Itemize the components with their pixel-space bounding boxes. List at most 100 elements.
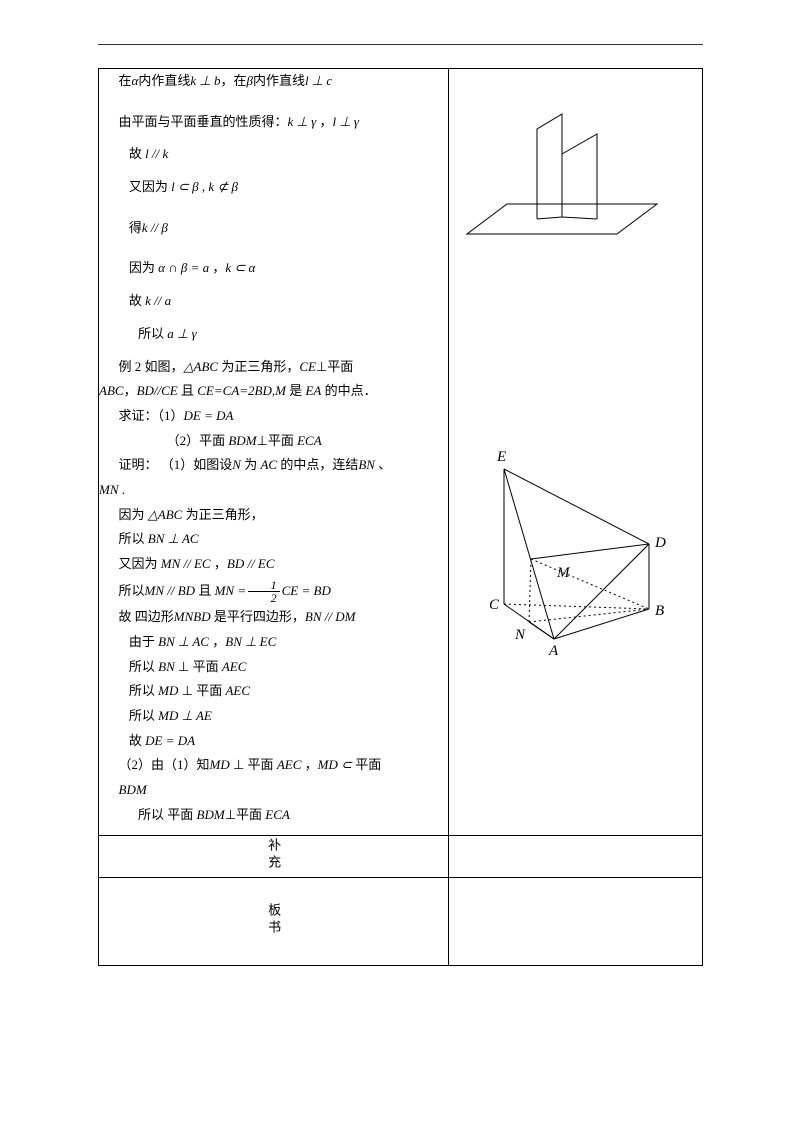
line: 所以 平面 BDM⊥平面 ECA	[99, 803, 448, 828]
t: 故	[129, 146, 145, 161]
t: ，	[124, 383, 137, 398]
t: BN ⊥ AC	[148, 531, 199, 546]
t: 为	[241, 457, 261, 472]
t: 所以	[129, 708, 158, 723]
t: 例 2 如图，	[119, 359, 184, 374]
t: k ⊥ b	[190, 73, 220, 88]
vtext: 板书	[264, 903, 283, 937]
figures-cell: E D M C B N A	[449, 69, 703, 836]
t: ，	[316, 114, 332, 129]
t: k // β	[142, 220, 168, 235]
blackboard-cell	[449, 878, 703, 966]
t: ⊥ 平面	[230, 757, 277, 772]
line: 得k // β	[99, 216, 448, 241]
line: 求证：（1）DE = DA	[99, 404, 448, 429]
line: 所以 MD ⊥ AE	[99, 704, 448, 729]
line: （2）由（1）知MD ⊥ 平面 AEC ，MD ⊂ 平面	[99, 753, 448, 778]
t: 得	[129, 220, 142, 235]
t: 故	[129, 293, 145, 308]
line: 故 k // a	[99, 289, 448, 314]
line: BDM	[99, 778, 448, 803]
denominator: 2	[248, 592, 280, 605]
t: △ABC	[184, 359, 219, 374]
t: AEC	[277, 757, 302, 772]
t: BN ⊥ EC	[225, 634, 276, 649]
t: 故	[129, 733, 145, 748]
line: 所以 BN ⊥ AC	[99, 527, 448, 552]
t: ⊥平面	[257, 433, 298, 448]
t: a ⊥ γ	[167, 326, 196, 341]
line: 所以MN // BD 且 MN =12CE = BD	[99, 577, 448, 606]
t: ⊥平面	[225, 807, 266, 822]
t: EA	[305, 383, 321, 398]
t: 的中点，连结	[277, 457, 358, 472]
t: ECA	[265, 807, 290, 822]
t: 在	[119, 73, 132, 88]
t: ，	[209, 260, 225, 275]
t: MD ⊂	[318, 757, 352, 772]
row-label-blackboard: 板书	[99, 878, 449, 966]
line: ABC，BD//CE 且 CE=CA=2BD,M 是 EA 的中点．	[99, 379, 448, 404]
t: 又因为	[129, 179, 171, 194]
label-A: A	[548, 643, 559, 659]
t: l ⊥ c	[305, 73, 332, 88]
label-C: C	[489, 597, 500, 613]
t: 平面	[352, 757, 381, 772]
t: k // a	[145, 293, 171, 308]
t: MN // BD	[145, 583, 196, 598]
t: l ⊂ β , k ⊄ β	[171, 179, 238, 194]
t: k ⊥ γ	[288, 114, 317, 129]
line: 在α内作直线k ⊥ b，在β内作直线l ⊥ c	[99, 69, 448, 94]
line: 由平面与平面垂直的性质得：k ⊥ γ ，l ⊥ γ	[99, 110, 448, 135]
line: 由于 BN ⊥ AC ，BN ⊥ EC	[99, 630, 448, 655]
line: 故 DE = DA	[99, 729, 448, 754]
label-M: M	[556, 565, 571, 581]
line: MN .	[99, 478, 448, 503]
line: 证明： （1）如图设N 为 AC 的中点，连结BN 、	[99, 453, 448, 478]
t: 由于	[129, 634, 158, 649]
prism-diagram: E D M C B N A	[449, 439, 684, 679]
line: 所以 MD ⊥ 平面 AEC	[99, 679, 448, 704]
t: 为正三角形，	[218, 359, 299, 374]
t: 的中点．	[321, 383, 376, 398]
t: 为正三角形，	[182, 507, 263, 522]
t: 且	[195, 583, 215, 598]
t: MNBD	[174, 609, 211, 624]
vtext: 补充	[264, 838, 283, 872]
t: CE	[299, 359, 316, 374]
t: k ⊂ α	[225, 260, 255, 275]
t: l ⊥ γ	[333, 114, 360, 129]
t: 故 四边形	[119, 609, 174, 624]
t: （2）由（1）知	[119, 757, 210, 772]
line: 所以 a ⊥ γ	[99, 322, 448, 347]
line: 又因为 l ⊂ β , k ⊄ β	[99, 175, 448, 200]
t: 是平行四边形，	[211, 609, 305, 624]
t: ，	[301, 757, 317, 772]
fraction: 12	[248, 579, 280, 605]
t: （2）平面	[167, 433, 229, 448]
label-D: D	[654, 535, 666, 551]
t: 因为	[119, 507, 148, 522]
t: △ABC	[148, 507, 183, 522]
line: 故 l // k	[99, 142, 448, 167]
t: AEC	[222, 659, 247, 674]
t: 所以	[138, 326, 167, 341]
t: 由平面与平面垂直的性质得：	[119, 114, 288, 129]
line: 例 2 如图，△ABC 为正三角形，CE⊥平面	[99, 355, 448, 380]
t: 所以	[119, 583, 145, 598]
supplement-cell	[449, 836, 703, 878]
t: DE = DA	[145, 733, 195, 748]
t: 证明： （1）如图设	[119, 457, 233, 472]
t: 、	[375, 457, 391, 472]
t: BN	[358, 457, 375, 472]
t: ，在	[220, 73, 246, 88]
page-container: 在α内作直线k ⊥ b，在β内作直线l ⊥ c 由平面与平面垂直的性质得：k ⊥…	[98, 68, 703, 966]
t: 所以	[119, 531, 148, 546]
t: α ∩ β = a	[158, 260, 209, 275]
label-B: B	[655, 603, 664, 619]
t: .	[119, 482, 126, 497]
t: MD	[158, 683, 178, 698]
t: 是	[286, 383, 306, 398]
t: 且	[178, 383, 198, 398]
t: ⊥ 平面	[175, 659, 222, 674]
